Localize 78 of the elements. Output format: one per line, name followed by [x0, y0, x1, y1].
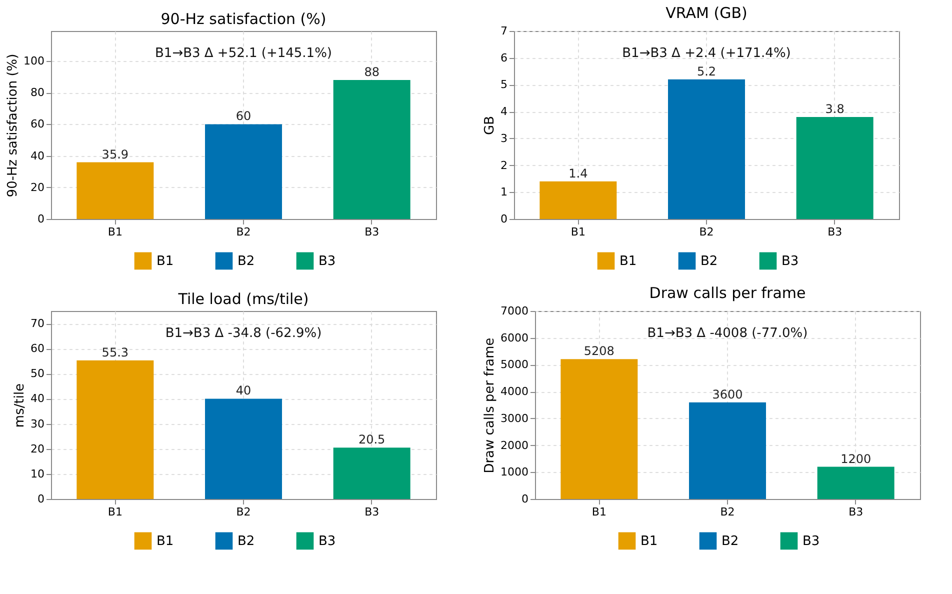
annotation: B1→B3 Δ -34.8 (-62.9%)	[165, 326, 322, 341]
legend-label: B3	[318, 534, 336, 549]
x-tick-label: B2	[720, 506, 735, 518]
data-label: 3600	[712, 387, 743, 402]
x-tick-label: B3	[828, 226, 842, 238]
y-tick-label: 5	[500, 78, 508, 92]
y-tick-label: 2000	[500, 438, 528, 452]
x-tick-label: B3	[364, 226, 380, 238]
legend-label: B1	[640, 534, 658, 549]
x-tick-label: B1	[108, 506, 122, 518]
data-label: 55.3	[102, 345, 129, 360]
data-label: 40	[236, 384, 252, 398]
y-tick-label: 7000	[500, 304, 528, 318]
y-tick-label: 6000	[500, 331, 528, 344]
y-tick-label: 60	[30, 118, 44, 131]
y-tick-label: 70	[30, 317, 44, 330]
y-tick-label: 6	[500, 51, 508, 64]
x-tick-label: B2	[236, 506, 251, 518]
annotation: B1→B3 Δ +2.4 (+171.4%)	[622, 46, 791, 61]
y-tick-label: 40	[30, 392, 44, 406]
y-tick-label: 1	[500, 186, 508, 199]
data-label: 1200	[840, 452, 872, 466]
legend-label: B2	[700, 254, 718, 269]
y-tick-label: 5000	[500, 358, 528, 372]
legend-label: B1	[156, 534, 174, 549]
legend-label: B3	[782, 254, 799, 269]
y-tick-label: 50	[30, 367, 44, 380]
data-label: 5208	[584, 344, 614, 358]
legend-label: B2	[238, 534, 255, 549]
y-axis-title: Draw calls per frame	[482, 338, 498, 474]
y-tick-label: 3	[500, 132, 508, 145]
x-tick-label: B1	[108, 226, 122, 238]
data-label: 1.4	[568, 166, 588, 180]
legend-label: B2	[238, 254, 255, 269]
data-label: 20.5	[358, 432, 386, 447]
y-tick-label: 0	[38, 212, 44, 226]
chart-title: Tile load (ms/tile)	[177, 290, 309, 308]
data-label: 5.2	[696, 64, 716, 78]
data-label: 3.8	[825, 102, 844, 116]
y-tick-label: 80	[30, 86, 44, 100]
y-tick-label: 0	[522, 492, 528, 506]
x-tick-label: B2	[236, 226, 251, 238]
data-label: 35.9	[102, 147, 129, 162]
legend-label: B2	[722, 534, 739, 549]
y-tick-label: 20	[30, 442, 44, 456]
chart-title: Draw calls per frame	[649, 284, 806, 302]
y-axis-title: GB	[482, 116, 498, 135]
y-axis-title: ms/tile	[12, 383, 28, 428]
x-tick-label: B1	[570, 226, 586, 238]
y-tick-label: 4	[500, 105, 508, 118]
annotation: B1→B3 Δ -4008 (-77.0%)	[647, 326, 808, 341]
y-tick-label: 30	[30, 417, 44, 430]
y-tick-label: 40	[30, 149, 44, 162]
y-tick-label: 3000	[500, 412, 528, 425]
y-tick-label: 4000	[500, 385, 528, 398]
y-tick-label: 0	[500, 212, 508, 226]
legend-label: B1	[156, 254, 174, 269]
x-tick-label: B1	[592, 506, 606, 518]
x-tick-label: B3	[364, 506, 380, 518]
y-tick-label: 100	[24, 54, 44, 68]
y-axis-title: 90-Hz satisfaction (%)	[6, 54, 21, 198]
y-tick-label: 0	[38, 492, 44, 506]
annotation: B1→B3 Δ +52.1 (+145.1%)	[154, 46, 332, 61]
y-tick-label: 10	[30, 467, 44, 480]
y-tick-label: 7	[500, 24, 508, 38]
y-tick-label: 2	[500, 158, 508, 172]
legend-label: B3	[318, 254, 336, 269]
data-label: 88	[364, 64, 380, 79]
x-tick-label: B3	[848, 506, 864, 518]
chart-title: 90-Hz satisfaction (%)	[160, 10, 326, 28]
y-tick-label: 1000	[500, 466, 528, 479]
y-tick-label: 20	[30, 180, 44, 194]
legend-label: B1	[620, 254, 637, 269]
data-label: 60	[236, 109, 252, 124]
y-tick-label: 60	[30, 342, 44, 356]
legend-label: B3	[802, 534, 820, 549]
x-tick-label: B2	[699, 226, 714, 238]
chart-title: VRAM (GB)	[666, 4, 748, 22]
